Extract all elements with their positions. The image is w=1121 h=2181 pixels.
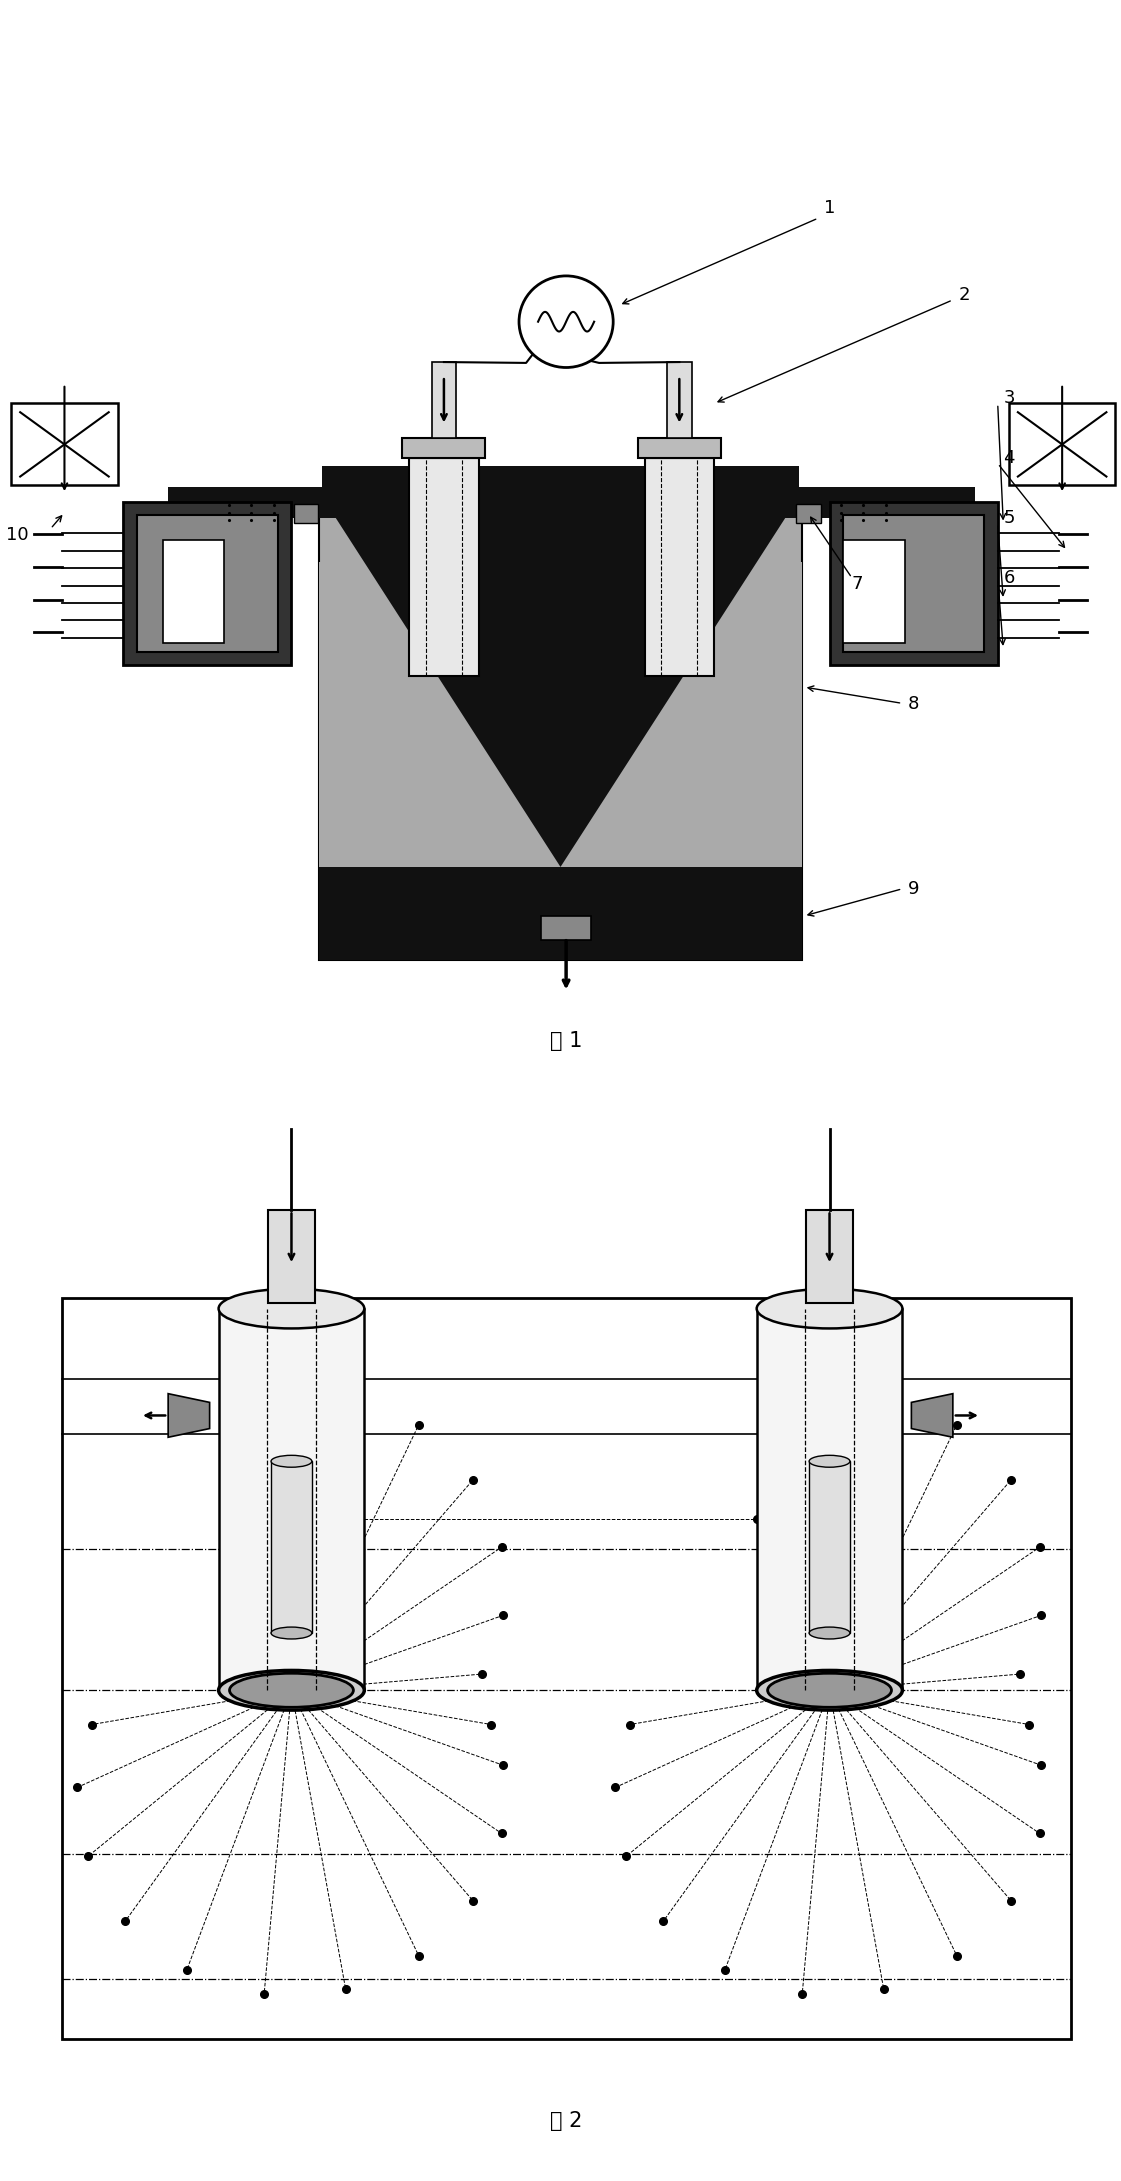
Text: 7: 7 xyxy=(852,576,863,593)
Bar xyxy=(168,486,975,519)
Bar xyxy=(757,1309,902,1690)
Bar xyxy=(123,502,291,665)
Text: 8: 8 xyxy=(908,696,919,713)
Text: 3: 3 xyxy=(1003,390,1015,408)
Circle shape xyxy=(519,277,613,366)
Bar xyxy=(1009,403,1115,486)
Text: 2: 2 xyxy=(958,286,970,303)
Bar xyxy=(638,438,721,458)
Polygon shape xyxy=(322,495,799,866)
Bar xyxy=(294,504,318,523)
Bar xyxy=(541,916,591,940)
Bar xyxy=(806,1210,853,1302)
Bar xyxy=(11,403,118,486)
Bar xyxy=(645,458,714,676)
Ellipse shape xyxy=(757,1671,902,1710)
Bar xyxy=(843,539,905,643)
Ellipse shape xyxy=(757,1289,902,1328)
Bar xyxy=(319,563,802,866)
Bar xyxy=(322,465,799,495)
Bar xyxy=(62,1298,1071,2039)
Ellipse shape xyxy=(219,1671,364,1710)
Bar xyxy=(268,1210,315,1302)
Bar xyxy=(843,515,984,652)
Bar xyxy=(667,362,692,438)
Ellipse shape xyxy=(219,1289,364,1328)
Text: 4: 4 xyxy=(1003,449,1015,467)
Bar xyxy=(402,438,485,458)
Text: 10: 10 xyxy=(6,526,28,543)
Bar xyxy=(432,362,456,438)
Ellipse shape xyxy=(271,1455,312,1468)
Text: 图 2: 图 2 xyxy=(550,2111,582,2131)
Bar xyxy=(137,515,278,652)
Bar xyxy=(809,1461,850,1634)
Bar xyxy=(830,502,998,665)
Polygon shape xyxy=(168,1394,210,1437)
Text: 9: 9 xyxy=(908,881,919,899)
Bar xyxy=(219,1309,364,1690)
Text: 图 1: 图 1 xyxy=(550,1032,582,1051)
Bar xyxy=(319,866,802,960)
Bar xyxy=(796,504,821,523)
Ellipse shape xyxy=(809,1627,850,1638)
Text: 6: 6 xyxy=(1003,569,1015,587)
Bar xyxy=(319,491,802,960)
Bar xyxy=(409,458,479,676)
Ellipse shape xyxy=(230,1673,353,1708)
Ellipse shape xyxy=(768,1673,891,1708)
Ellipse shape xyxy=(809,1455,850,1468)
Text: 1: 1 xyxy=(824,198,835,216)
Polygon shape xyxy=(911,1394,953,1437)
Bar xyxy=(163,539,224,643)
Text: 5: 5 xyxy=(1003,510,1015,528)
Ellipse shape xyxy=(271,1627,312,1638)
Bar xyxy=(271,1461,312,1634)
